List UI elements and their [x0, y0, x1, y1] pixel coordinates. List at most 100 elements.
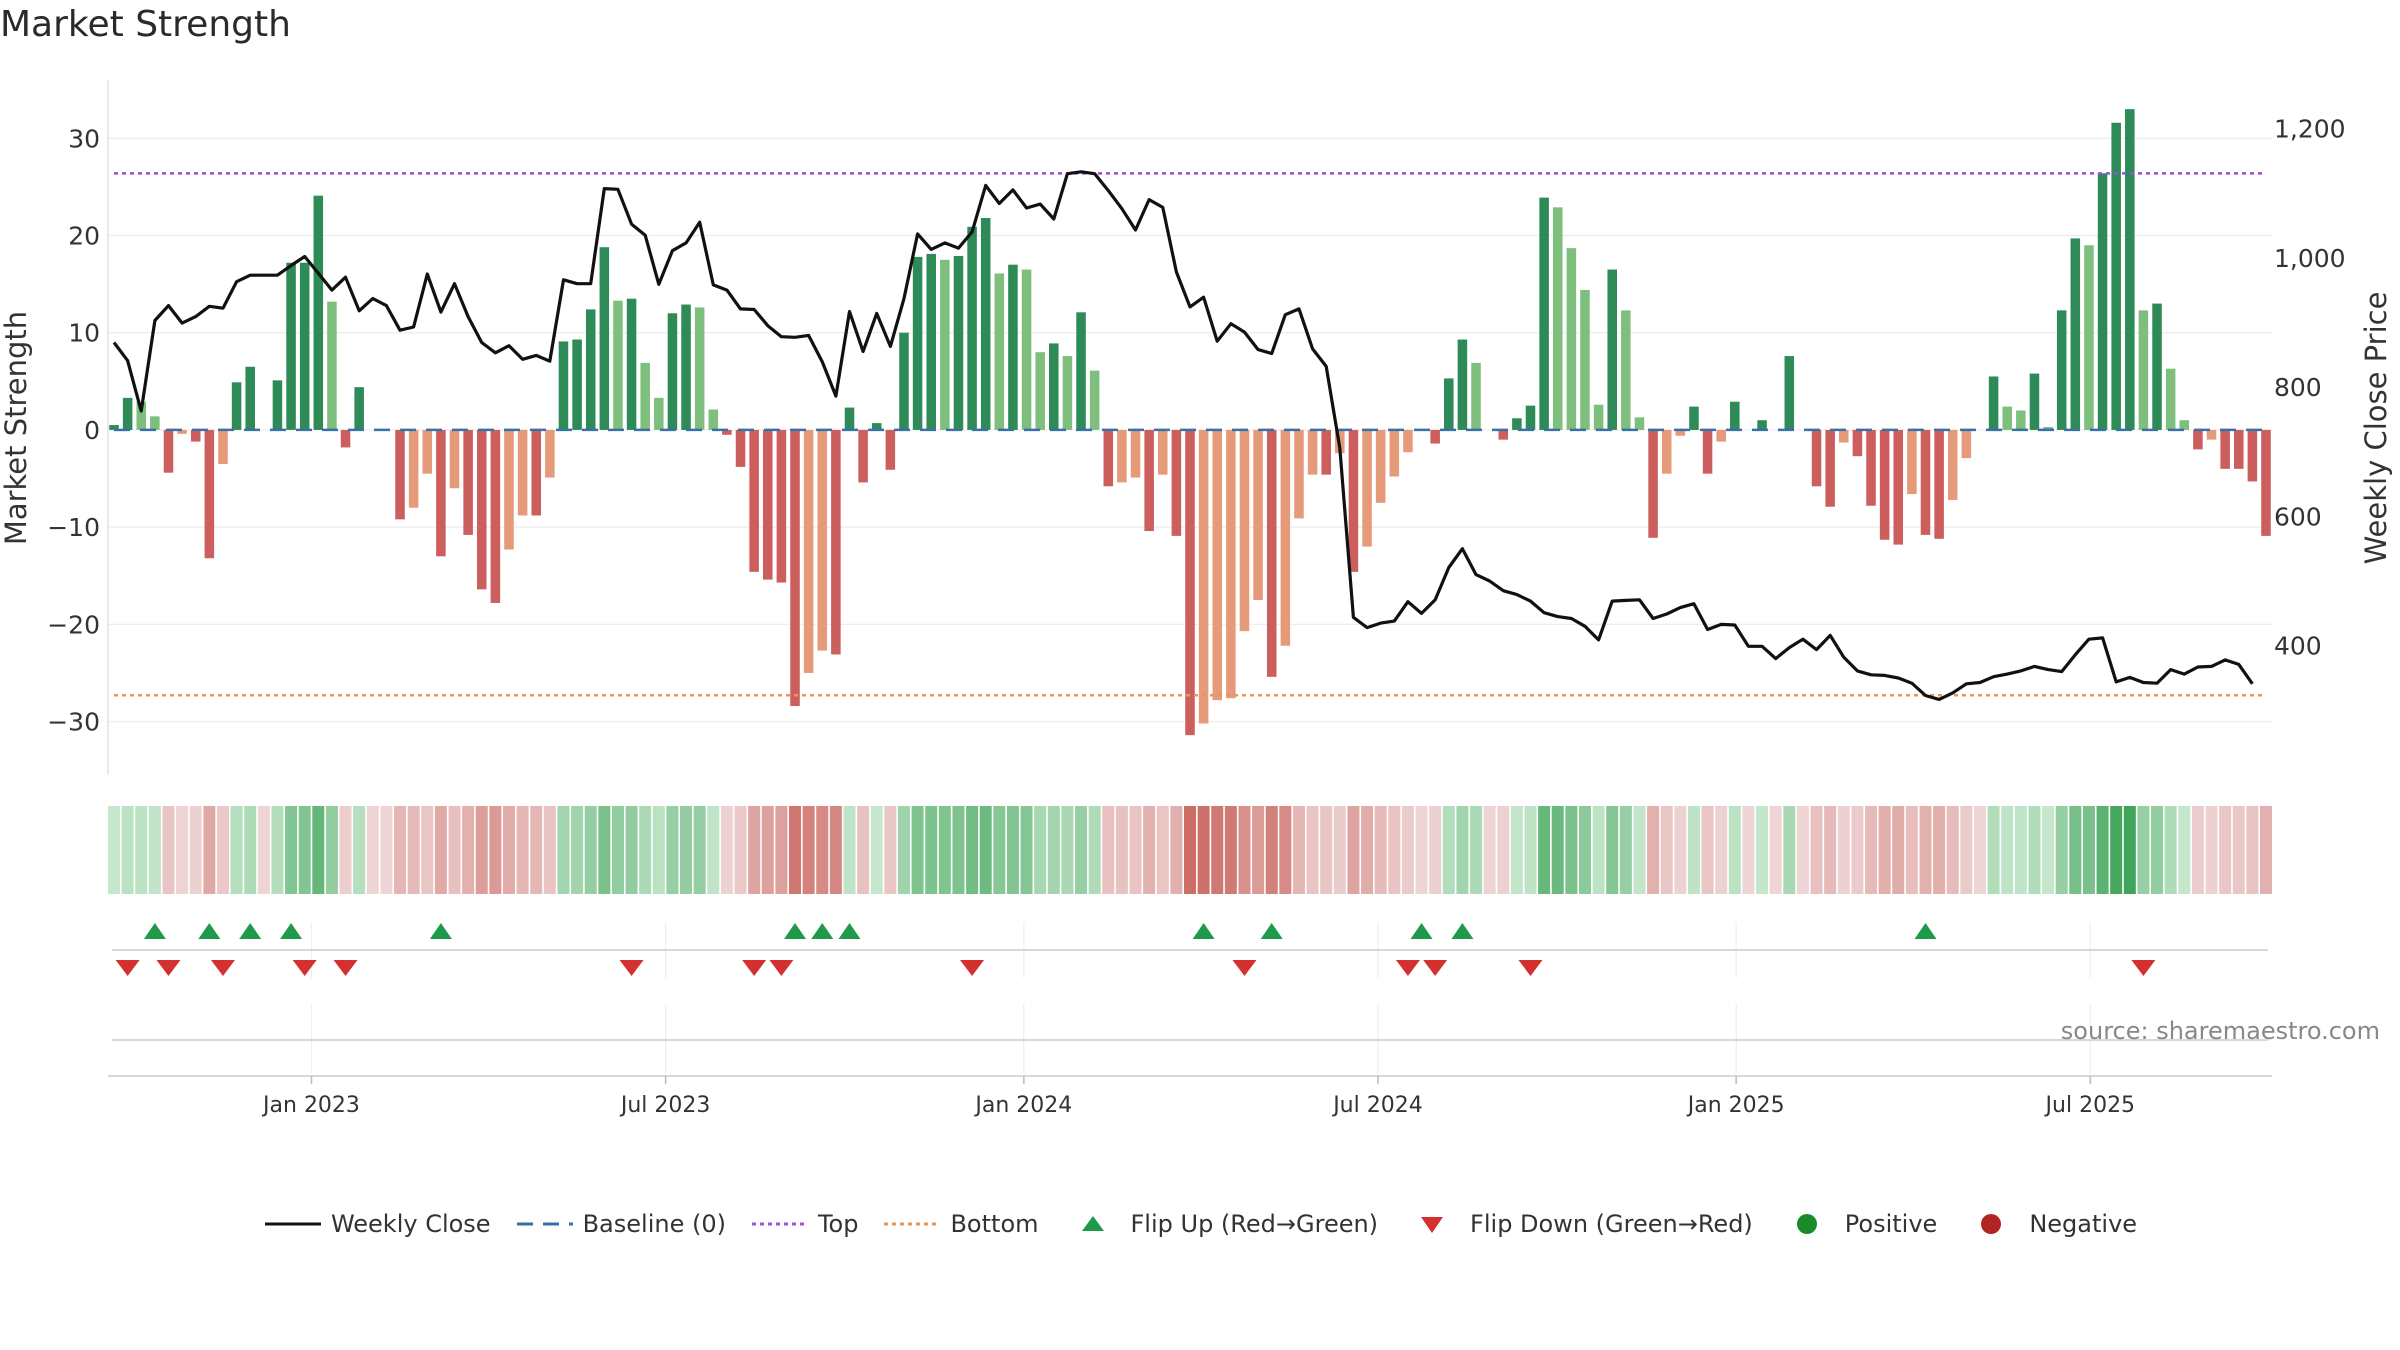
strength-bar: [2016, 410, 2026, 430]
left-tick-label: 0: [84, 416, 100, 445]
left-axis: 30 20 10 0 −10 −20 −30: [47, 124, 100, 736]
strip-cell: [2123, 806, 2136, 894]
strip-cell: [1415, 806, 1428, 894]
strip-cell: [1783, 806, 1796, 894]
strength-bar: [327, 301, 337, 430]
strip-cell: [1905, 806, 1918, 894]
flip-up-marker: [1914, 923, 1937, 939]
strip-cell: [434, 806, 447, 894]
strip-cell: [2164, 806, 2177, 894]
strip-cell: [1320, 806, 1333, 894]
strip-cell: [176, 806, 189, 894]
strip-cell: [1851, 806, 1864, 894]
strip-cell: [1865, 806, 1878, 894]
strength-bar: [436, 429, 446, 557]
strip-cell: [1483, 806, 1496, 894]
strip-cell: [748, 806, 761, 894]
strength-bar: [190, 429, 201, 442]
strength-bar: [790, 429, 800, 706]
strip-cell: [693, 806, 706, 894]
strength-bar: [1539, 197, 1549, 430]
strength-bar: [1362, 429, 1372, 547]
strength-bar: [1689, 406, 1699, 430]
strip-cell: [1606, 806, 1619, 894]
strip-cell: [325, 806, 338, 894]
strength-bar: [1117, 429, 1127, 483]
strength-bar: [1702, 429, 1713, 474]
x-tick-label: Jul 2025: [2044, 1093, 2136, 1118]
strip-cell: [2042, 806, 2055, 894]
strength-bar: [926, 253, 936, 430]
strip-cell: [2191, 806, 2204, 894]
strength-bar: [177, 429, 187, 434]
strip-cell: [1429, 806, 1442, 894]
strength-bar: [2165, 368, 2176, 430]
strength-bar: [286, 262, 296, 430]
x-tick-label: Jul 2024: [1331, 1093, 1423, 1118]
strength-bar: [1062, 356, 1073, 430]
left-tick-label: 20: [68, 222, 100, 251]
legend-item: Weekly Close: [263, 1209, 491, 1239]
strength-bar: [1103, 429, 1114, 487]
strip-cell: [339, 806, 352, 894]
strip-cell: [1674, 806, 1687, 894]
flip-panel: [112, 922, 2268, 978]
strength-bar: [980, 218, 991, 430]
strength-bar: [885, 429, 896, 470]
strength-bar: [912, 256, 923, 430]
strength-bar: [1089, 370, 1100, 430]
strip-cell: [1292, 806, 1305, 894]
strip-cell: [203, 806, 216, 894]
strip-cell: [1442, 806, 1455, 894]
strength-bar: [803, 429, 814, 673]
strength-bar: [2002, 406, 2012, 430]
strength-bar: [1580, 289, 1590, 430]
strip-cell: [530, 806, 543, 894]
strength-bar: [1920, 429, 1931, 535]
legend-label: Bottom: [950, 1210, 1039, 1238]
legend-symbol: [515, 1209, 575, 1239]
strength-bar: [1280, 429, 1291, 646]
strip-cell: [1456, 806, 1469, 894]
legend-label: Top: [817, 1210, 859, 1238]
strip-cell: [1946, 806, 1959, 894]
strip-cell: [1333, 806, 1346, 894]
legend-label: Positive: [1844, 1210, 1938, 1238]
strip-cell: [1592, 806, 1605, 894]
strength-bar: [218, 429, 228, 464]
flip-up-marker: [811, 923, 834, 939]
strip-cell: [1156, 806, 1169, 894]
strength-bar: [1552, 207, 1563, 430]
strength-bar: [136, 401, 147, 430]
strength-bar: [1512, 418, 1522, 430]
strip-cell: [1973, 806, 1986, 894]
strength-bar: [1675, 429, 1686, 436]
strength-bar: [299, 262, 310, 430]
flip-up-marker: [838, 923, 861, 939]
x-tick-label: Jul 2023: [619, 1093, 711, 1118]
left-tick-label: −30: [47, 708, 100, 737]
strip-cell: [2246, 806, 2259, 894]
strip-cell: [2259, 806, 2273, 894]
strength-bar: [2233, 429, 2244, 469]
strip-cell: [1075, 806, 1088, 894]
strength-bar: [1648, 429, 1658, 538]
strip-cell: [734, 806, 747, 894]
strength-bar: [1934, 429, 1944, 539]
legend-symbol: [1777, 1209, 1837, 1239]
strip-cell: [2178, 806, 2191, 894]
strip-cell: [1197, 806, 1210, 894]
strip-cell: [1252, 806, 1265, 894]
strength-bar: [1852, 429, 1863, 457]
strip-cell: [1088, 806, 1101, 894]
flip-down-marker: [115, 960, 140, 976]
strength-bar: [1226, 429, 1236, 699]
flip-down-marker: [742, 960, 767, 976]
strip-cell: [2232, 806, 2245, 894]
strip-cell: [1796, 806, 1809, 894]
strength-bar: [994, 273, 1005, 430]
strength-bar: [1757, 420, 1767, 430]
legend-item: Top: [750, 1209, 859, 1239]
strength-bar: [1307, 429, 1318, 475]
strip-cell: [1143, 806, 1156, 894]
